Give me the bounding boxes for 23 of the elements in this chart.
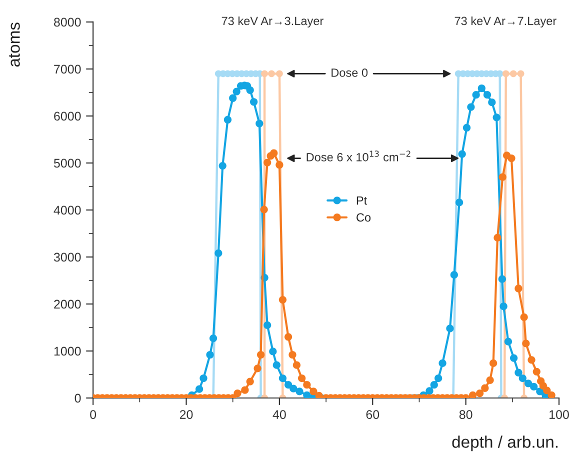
y-tick-label: 2000 <box>54 300 81 309</box>
y-tick-label: 6000 <box>54 112 81 121</box>
x-axis-title: depth / arb.un. <box>452 436 558 452</box>
x-tick-label: 100 <box>550 410 569 419</box>
x-tick-label: 0 <box>90 410 96 419</box>
y-tick-label: 5000 <box>54 158 81 168</box>
legend-label: Pt <box>356 196 368 205</box>
y-tick-label: 0 <box>74 394 81 403</box>
y-tick-label: 4000 <box>54 206 81 215</box>
y-tick-label: 1000 <box>54 346 81 356</box>
legend-label: Co <box>356 213 371 222</box>
y-tick-label: 8000 <box>54 18 81 27</box>
y-axis-title: atoms <box>8 22 20 67</box>
y-tick-label: 3000 <box>54 252 81 262</box>
x-tick-label: 40 <box>272 410 286 419</box>
x-tick-label: 80 <box>459 410 472 419</box>
x-tick-label: 20 <box>180 410 193 419</box>
y-tick-label: 7000 <box>54 64 81 74</box>
x-tick-label: 60 <box>366 410 380 419</box>
annotation: 73 keV Ar→3.Layer <box>222 16 324 28</box>
annotation: Dose 0 <box>332 68 368 77</box>
annotation: 73 keV Ar→7.Layer <box>454 16 556 28</box>
annotation: Dose 6 x 10$^{13}$ cm$^{−2}$ <box>306 150 410 162</box>
